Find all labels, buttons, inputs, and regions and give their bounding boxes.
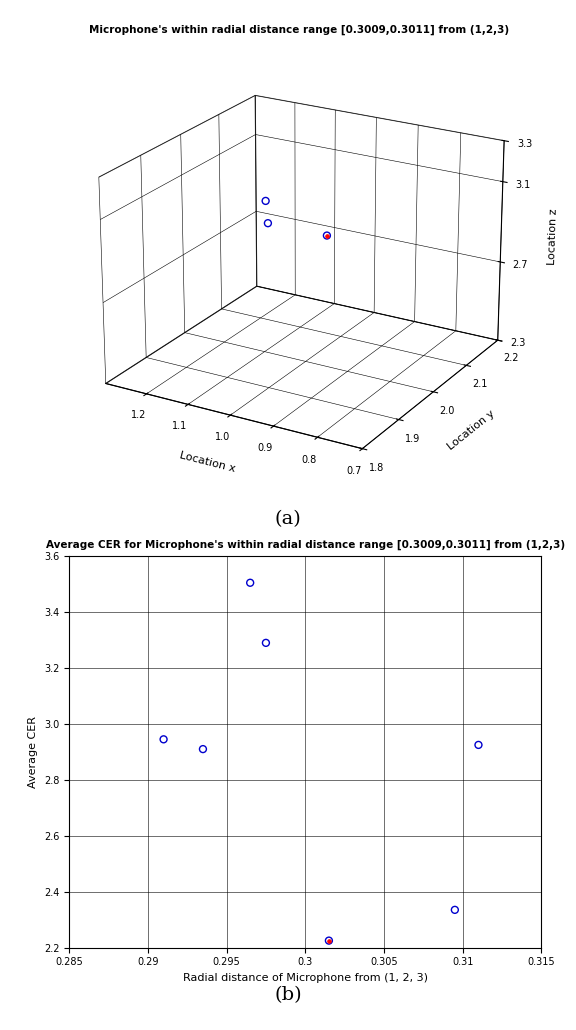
X-axis label: Radial distance of Microphone from (1, 2, 3): Radial distance of Microphone from (1, 2… [183, 973, 428, 983]
Point [198, 741, 207, 757]
Title: Microphone's within radial distance range [0.3009,0.3011] from (1,2,3): Microphone's within radial distance rang… [89, 25, 510, 35]
Text: (a): (a) [275, 510, 301, 527]
Point [450, 901, 460, 918]
X-axis label: Location x: Location x [179, 450, 236, 474]
Y-axis label: Location y: Location y [446, 409, 497, 452]
Point [324, 932, 334, 949]
Title: Average CER for Microphone's within radial distance range [0.3009,0.3011] from (: Average CER for Microphone's within radi… [46, 540, 565, 550]
Point [245, 575, 255, 591]
Y-axis label: Average CER: Average CER [28, 716, 39, 788]
Point [474, 736, 483, 753]
Text: (b): (b) [274, 987, 302, 1004]
Point [324, 932, 334, 949]
Point [159, 731, 168, 748]
Point [262, 634, 271, 651]
